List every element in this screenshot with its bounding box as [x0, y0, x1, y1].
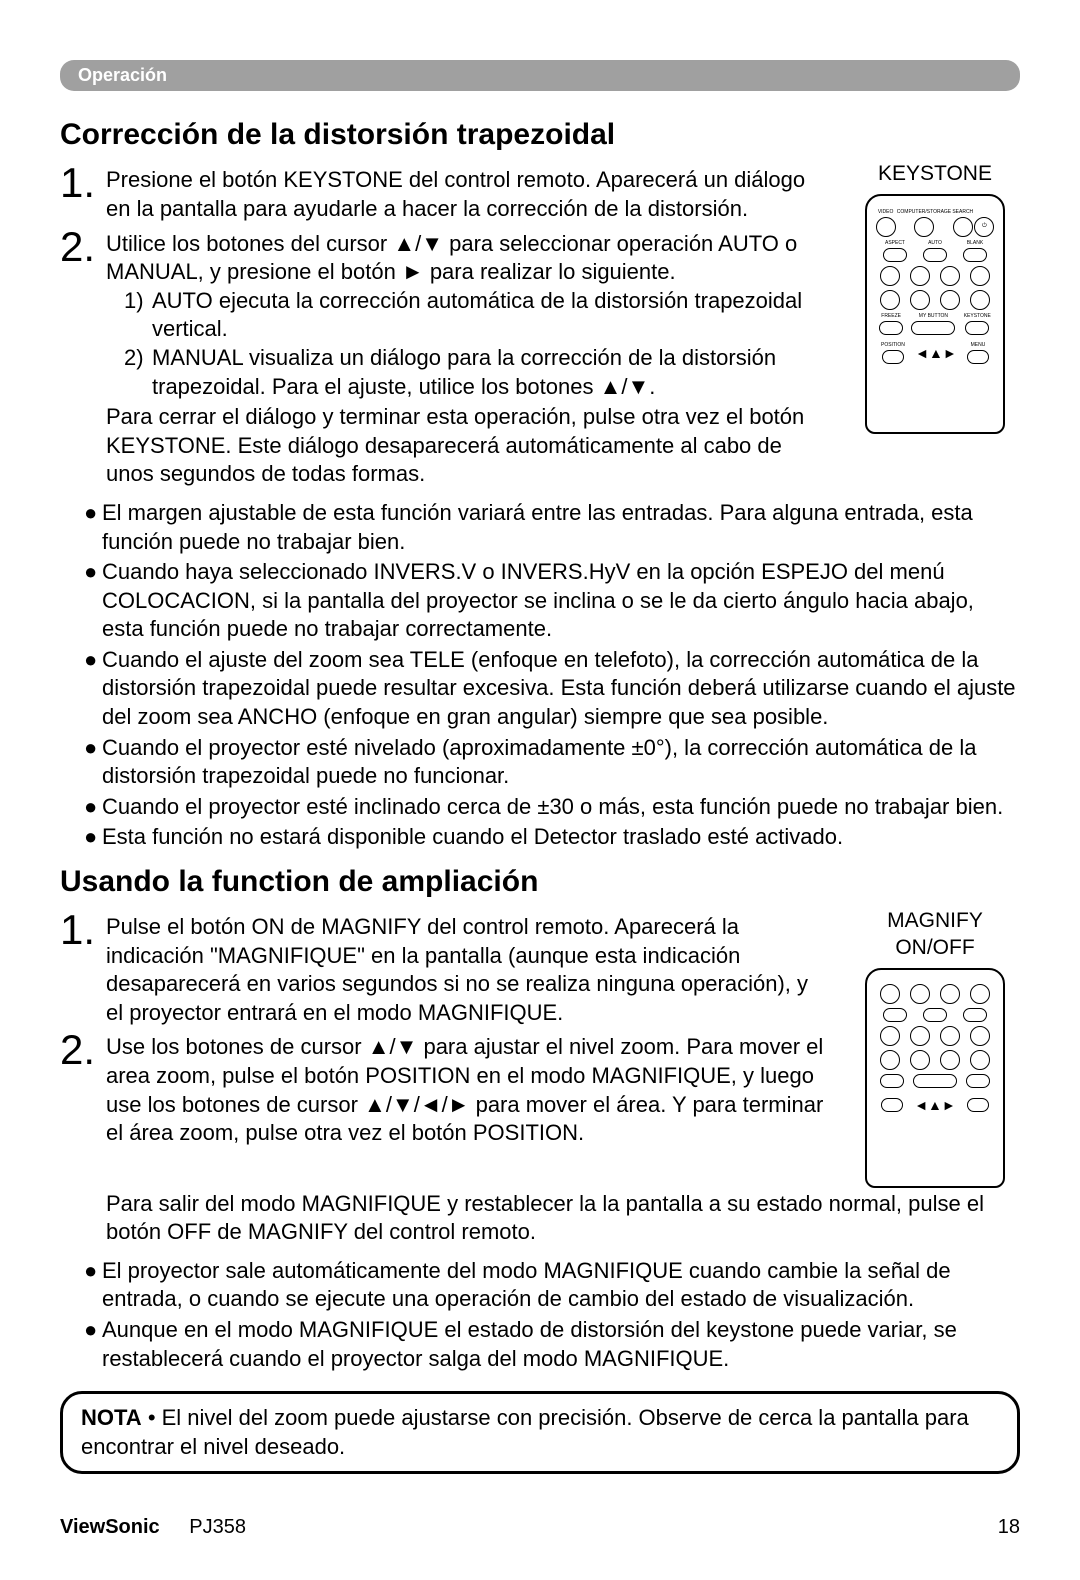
note-box: NOTA • El nivel del zoom puede ajustarse… — [60, 1391, 1020, 1474]
page-footer: ViewSonic PJ358 18 — [60, 1514, 1020, 1540]
mybutton-button — [911, 321, 955, 335]
page-down-button — [910, 1050, 930, 1070]
magnify-off-button — [880, 290, 900, 310]
blank-button — [963, 1008, 987, 1022]
keystone-button — [966, 1074, 990, 1088]
magnify-step1: Pulse el botón ON de MAGNIFY del control… — [106, 909, 830, 1027]
bullet-text: Cuando el proyector esté inclinado cerca… — [102, 793, 1003, 822]
aspect-button — [883, 248, 907, 262]
mute-button — [970, 290, 990, 310]
bullet-text: El proyector sale automáticamente del mo… — [102, 1257, 1020, 1314]
magnify-on-button — [880, 1026, 900, 1046]
mysource-button — [970, 1026, 990, 1046]
mute-button — [970, 1050, 990, 1070]
page-up-button — [910, 266, 930, 286]
remote-control-illustration: VIDEO COMPUTER/STORAGE SEARCH ⏻ ASPECT A… — [865, 194, 1005, 434]
keystone-heading: Corrección de la distorsión trapezoidal — [60, 115, 1020, 154]
power-button: ⏻ — [974, 217, 994, 237]
magnify-step2: Use los botones de cursor ▲/▼ para ajust… — [106, 1029, 830, 1147]
section-tag-label: Operación — [78, 65, 167, 85]
bullet-text: Cuando haya seleccionado INVERS.V o INVE… — [102, 558, 1020, 644]
step-number-2: 2. — [60, 1029, 106, 1071]
keystone-bullets: ●El margen ajustable de esta función var… — [84, 499, 1020, 852]
keystone-step2-close: Para cerrar el diálogo y terminar esta o… — [106, 403, 830, 489]
magnify-on-button — [880, 266, 900, 286]
search-button — [940, 984, 960, 1004]
video-button — [876, 217, 896, 237]
note-label: NOTA — [81, 1405, 142, 1430]
step-number-1: 1. — [60, 162, 106, 204]
remote-control-illustration-2: ◄▲► — [865, 968, 1005, 1188]
auto-button — [923, 1008, 947, 1022]
power-button — [970, 984, 990, 1004]
note-text: • El nivel del zoom puede ajustarse con … — [81, 1405, 969, 1459]
keystone-button — [965, 321, 989, 335]
step-number-2: 2. — [60, 226, 106, 268]
bullet-text: Aunque en el modo MAGNIFIQUE el estado d… — [102, 1316, 1020, 1373]
magnify-step2-exit: Para salir del modo MAGNIFIQUE y restabl… — [106, 1190, 1020, 1247]
section-tag: Operación — [60, 60, 1020, 91]
spacer-button — [940, 290, 960, 310]
mysource-button — [970, 266, 990, 286]
search-button — [953, 217, 973, 237]
keystone-step1: Presione el botón KEYSTONE del control r… — [106, 162, 830, 223]
spacer-button — [940, 1050, 960, 1070]
magnify-bullets: ●El proyector sale automáticamente del m… — [84, 1257, 1020, 1373]
magnify-off-button — [880, 1050, 900, 1070]
bullet-text: Cuando el ajuste del zoom sea TELE (enfo… — [102, 646, 1020, 732]
freeze-button — [879, 321, 903, 335]
keystone-step2-lead: Utilice los botones del cursor ▲/▼ para … — [106, 230, 830, 287]
bullet-text: El margen ajustable de esta función vari… — [102, 499, 1020, 556]
footer-page-number: 18 — [998, 1514, 1020, 1540]
substep-1-label: 1) — [124, 287, 152, 344]
magnify-remote-label: MAGNIFY ON/OFF — [850, 907, 1020, 962]
substep-2-label: 2) — [124, 344, 152, 401]
dpad-icon: ◄▲► — [914, 1096, 956, 1114]
freeze-button — [880, 1074, 904, 1088]
dpad-icon: ◄▲► — [915, 344, 957, 362]
volume-button — [940, 266, 960, 286]
step-number-1: 1. — [60, 909, 106, 951]
page-down-button — [910, 290, 930, 310]
video-button — [880, 984, 900, 1004]
mybutton-button — [913, 1074, 957, 1088]
auto-button — [923, 248, 947, 262]
keystone-step2-sub1: AUTO ejecuta la corrección automática de… — [152, 287, 830, 344]
position-button — [881, 1098, 903, 1112]
bullet-text: Esta función no estará disponible cuando… — [102, 823, 843, 852]
position-button — [882, 350, 904, 364]
magnify-heading: Usando la function de ampliación — [60, 862, 1020, 901]
footer-brand: ViewSonic — [60, 1516, 160, 1538]
computer-button — [910, 984, 930, 1004]
bullet-text: Cuando el proyector esté nivelado (aprox… — [102, 734, 1020, 791]
menu-button — [967, 350, 989, 364]
computer-button — [914, 217, 934, 237]
blank-button — [963, 248, 987, 262]
volume-button — [940, 1026, 960, 1046]
footer-model: PJ358 — [189, 1516, 246, 1538]
page-up-button — [910, 1026, 930, 1046]
menu-button — [967, 1098, 989, 1112]
aspect-button — [883, 1008, 907, 1022]
keystone-remote-label: KEYSTONE — [850, 160, 1020, 187]
keystone-step2-sub2: MANUAL visualiza un diálogo para la corr… — [152, 344, 830, 401]
